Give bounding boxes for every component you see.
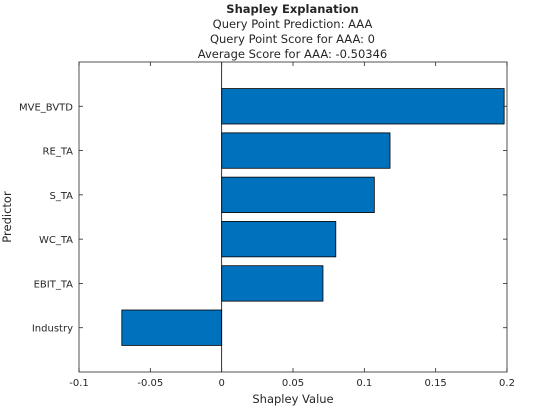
x-axis-label: Shapley Value — [252, 392, 333, 406]
x-tick-label: 0.15 — [425, 378, 447, 389]
y-tick-label: WC_TA — [39, 235, 73, 246]
y-ticks-group: MVE_BVTD RE_TA S_TA WC_TA EBIT_TA Industry — [19, 102, 507, 335]
chart-subtitle-average: Average Score for AAA: -0.50346 — [197, 47, 388, 61]
bar-industry — [121, 309, 223, 346]
y-tick-label: EBIT_TA — [34, 279, 74, 290]
x-tick-label: 0.2 — [499, 378, 515, 389]
y-tick-label: MVE_BVTD — [19, 102, 73, 113]
x-tick-label: 0 — [218, 378, 224, 389]
x-tick-label: -0.05 — [137, 378, 163, 389]
chart-title: Shapley Explanation — [226, 2, 359, 16]
bar-re-ta — [221, 132, 391, 169]
chart-subtitle-score: Query Point Score for AAA: 0 — [209, 32, 376, 46]
x-ticks-group: -0.1 -0.05 0 0.05 0.1 0.15 0.2 — [69, 62, 515, 389]
y-tick-label: RE_TA — [43, 147, 74, 158]
y-tick-label: S_TA — [49, 191, 73, 202]
y-tick-label: Industry — [32, 324, 73, 335]
bar-s-ta — [221, 176, 375, 213]
x-tick-label: 0.05 — [282, 378, 304, 389]
x-tick-label: 0.1 — [356, 378, 372, 389]
bar-ebit-ta — [221, 265, 324, 302]
chart-subtitle-prediction: Query Point Prediction: AAA — [212, 17, 373, 31]
y-axis-label: Predictor — [0, 191, 14, 243]
x-tick-label: -0.1 — [69, 378, 89, 389]
bar-mve-bvtd — [221, 88, 505, 125]
title-block: Shapley Explanation Query Point Predicti… — [0, 2, 560, 62]
bar-wc-ta — [221, 221, 337, 258]
